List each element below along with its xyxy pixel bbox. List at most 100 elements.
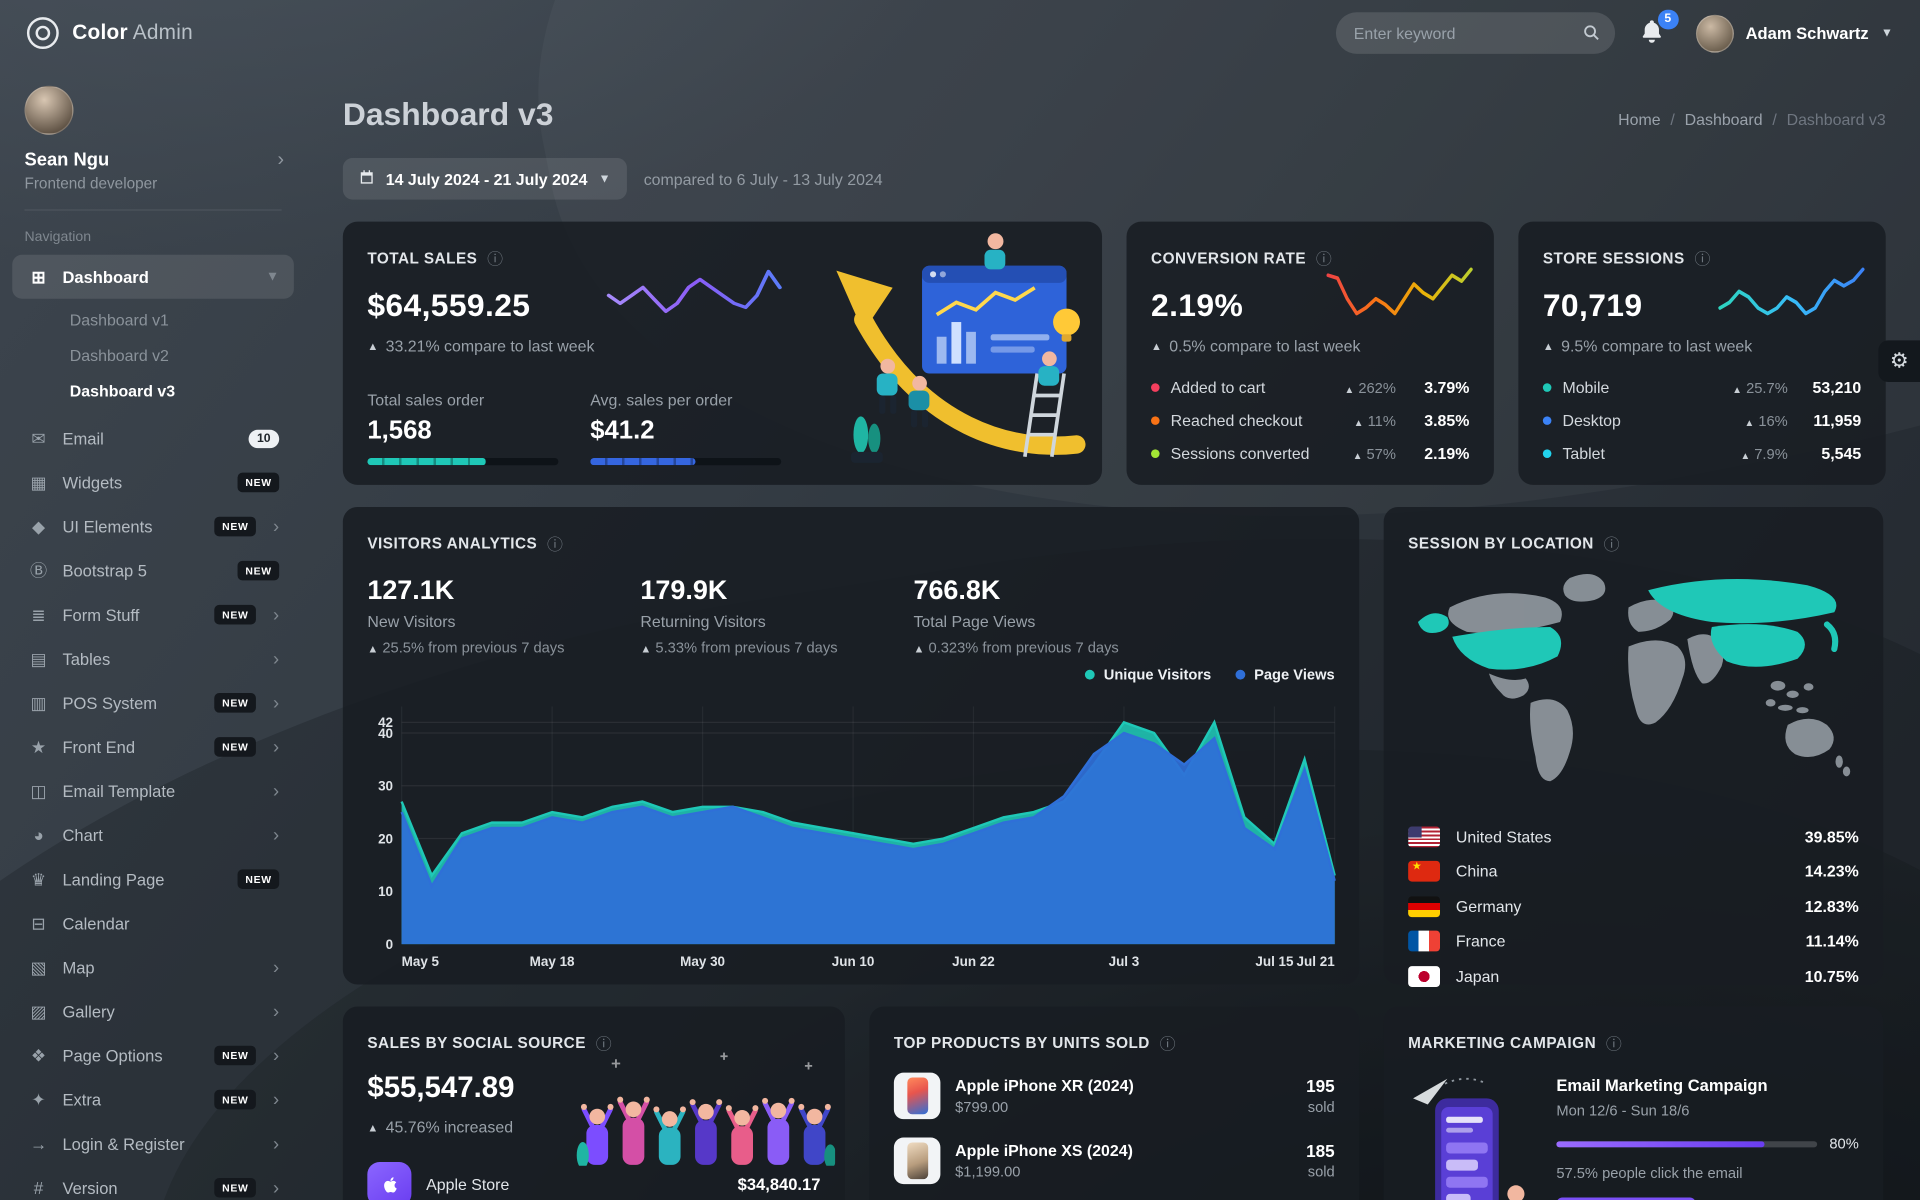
date-range-button[interactable]: 14 July 2024 - 21 July 2024 ▼ xyxy=(342,157,627,200)
chevron-right-icon: › xyxy=(273,736,280,758)
search-input[interactable] xyxy=(1353,23,1571,43)
page-options-icon: ❖ xyxy=(30,1045,47,1065)
up-triangle-icon: ▲ xyxy=(367,1121,379,1134)
sidebar-item-tables[interactable]: ▤ Tables › xyxy=(12,637,294,681)
sidebar-item-widgets[interactable]: ▦ Widgets NEW xyxy=(12,460,294,504)
chevron-right-icon: › xyxy=(273,1089,280,1110)
chevron-right-icon: › xyxy=(273,780,280,802)
social-sales-value: $55,547.89 xyxy=(367,1071,515,1105)
sidebar-item-email[interactable]: ✉ Email 10 xyxy=(12,416,294,460)
breadcrumb-link[interactable]: Home xyxy=(1618,110,1661,129)
up-triangle-icon: ▲ xyxy=(1542,339,1554,353)
chevron-right-icon[interactable]: › xyxy=(277,149,285,171)
sidebar-item-pos-system[interactable]: ▥ POS System NEW › xyxy=(12,681,294,725)
sidebar-item-front-end[interactable]: ★ Front End NEW › xyxy=(12,725,294,769)
svg-text:30: 30 xyxy=(378,779,393,794)
sidebar-item-page-options[interactable]: ❖ Page Options NEW › xyxy=(12,1033,294,1077)
svg-text:May 18: May 18 xyxy=(530,954,575,969)
sidebar-item-version[interactable]: # Version NEW › xyxy=(12,1166,294,1200)
sidebar-item-chart[interactable]: ◕ Chart › xyxy=(12,813,294,857)
card-title-marketing-campaign: MARKETING CAMPAIGN xyxy=(1408,1034,1597,1052)
info-icon[interactable]: ⓘ xyxy=(487,249,504,269)
up-triangle-icon: ▲ xyxy=(367,339,379,353)
sidebar-item-map[interactable]: ▧ Map › xyxy=(12,945,294,989)
sidebar: Sean Ngu Frontend developer › Navigation… xyxy=(0,66,306,1200)
flag-jp-icon xyxy=(1408,965,1440,987)
sidebar-item-email-template[interactable]: ◫ Email Template › xyxy=(12,769,294,813)
card-title-conversion-rate: CONVERSION RATE xyxy=(1151,249,1307,267)
sidebar-item-login-register[interactable]: → Login & Register › xyxy=(12,1122,294,1166)
sidebar-item-form-stuff[interactable]: ≣ Form Stuff NEW › xyxy=(12,593,294,637)
sidebar-item-extra[interactable]: ✦ Extra NEW › xyxy=(12,1078,294,1122)
notifications-button[interactable]: 5 xyxy=(1639,9,1679,49)
breadcrumb-link[interactable]: Dashboard xyxy=(1684,110,1763,129)
stat-value: 179.9K xyxy=(640,574,728,605)
info-icon[interactable]: ⓘ xyxy=(1603,535,1620,554)
sidebar-item-ui-elements[interactable]: ◆ UI Elements NEW › xyxy=(12,504,294,548)
sidebar-item-label: Front End xyxy=(62,737,136,757)
apple-store-icon xyxy=(367,1162,412,1200)
brand-name: Color Admin xyxy=(72,20,193,45)
svg-text:40: 40 xyxy=(378,726,393,741)
sidebar-item-label: Tables xyxy=(62,649,111,668)
country-name: United States xyxy=(1455,827,1552,846)
sidebar-item-label: Page Options xyxy=(62,1046,163,1065)
sidebar-item-gallery[interactable]: ▨ Gallery › xyxy=(12,989,294,1033)
stat-change: ▲ 0.323% from previous 7 days xyxy=(913,639,1119,657)
sidebar-item-dashboard[interactable]: ⊞ Dashboard ▼ xyxy=(12,254,294,299)
user-menu[interactable]: Adam Schwartz ▼ xyxy=(1695,14,1893,53)
sidebar-item-bootstrap-5[interactable]: Ⓑ Bootstrap 5 NEW xyxy=(12,549,294,593)
widgets-icon: ▦ xyxy=(30,472,47,492)
sidebar-profile[interactable]: Sean Ngu Frontend developer › xyxy=(0,85,306,210)
date-range-label: 14 July 2024 - 21 July 2024 xyxy=(385,169,588,188)
card-conversion-rate: CONVERSION RATE ⓘ 2.19% ▲ 0.5% compare to… xyxy=(1126,221,1494,485)
product-price: $1,199.00 xyxy=(955,1163,1021,1181)
new-badge: NEW xyxy=(214,693,256,713)
location-list: United States 39.85% China 14.23% German… xyxy=(1408,819,1859,993)
chevron-right-icon: › xyxy=(273,1133,280,1155)
flag-us-icon xyxy=(1408,826,1440,848)
new-badge: NEW xyxy=(214,604,256,625)
metric-row-added-to-cart: Added to cart ▲ 262% 3.79% xyxy=(1151,371,1469,404)
email-icon: ✉ xyxy=(31,427,46,448)
country-name: Germany xyxy=(1455,897,1522,916)
info-icon[interactable]: ⓘ xyxy=(1605,1034,1622,1054)
legend-dot xyxy=(1542,416,1552,425)
product-row-apple-iphone-xs-2024[interactable]: Apple iPhone XS (2024) $1,199.00 185 sol… xyxy=(893,1137,1335,1185)
metric-label: Added to cart xyxy=(1170,378,1266,397)
info-icon[interactable]: ⓘ xyxy=(595,1034,612,1054)
sidebar-item-label: Form Stuff xyxy=(62,605,140,624)
calendar-icon xyxy=(359,169,375,189)
product-row-apple-iphone-xr-2024[interactable]: Apple iPhone XR (2024) $799.00 195 sold xyxy=(893,1072,1335,1120)
new-badge: NEW xyxy=(214,737,256,757)
sidebar-item-calendar[interactable]: ⊟ Calendar xyxy=(12,901,294,945)
brand-logo[interactable]: Color Admin xyxy=(26,17,306,49)
breadcrumb: Home / Dashboard / Dashboard v3 xyxy=(1618,110,1886,128)
sidebar-item-dashboard-v1[interactable]: Dashboard v1 xyxy=(69,311,169,330)
stat-change: ▲ 5.33% from previous 7 days xyxy=(640,639,838,657)
sidebar-item-landing-page[interactable]: ♛ Landing Page NEW xyxy=(12,857,294,901)
search-icon[interactable] xyxy=(1582,23,1600,47)
info-icon[interactable]: ⓘ xyxy=(1315,249,1332,269)
info-icon[interactable]: ⓘ xyxy=(1159,1034,1176,1054)
view-campaign-button[interactable]: View campaign xyxy=(1556,1197,1697,1200)
info-icon[interactable]: ⓘ xyxy=(1694,249,1711,269)
metric-change: ▲ 25.7% xyxy=(1732,378,1788,397)
info-icon[interactable]: ⓘ xyxy=(547,535,563,554)
growth-illustration xyxy=(784,229,1095,469)
breadcrumb-separator: / xyxy=(1772,110,1777,129)
visitor-stat-returning-visitors: 179.9K Returning Visitors ▲ 5.33% from p… xyxy=(640,574,837,656)
sidebar-item-dashboard-v2[interactable]: Dashboard v2 xyxy=(69,346,169,365)
settings-gear-button[interactable]: ⚙ xyxy=(1878,340,1920,383)
card-sales-by-social-source: SALES BY SOCIAL SOURCE ⓘ $55,547.89 ▲ 45.… xyxy=(342,1006,845,1200)
legend-item-page-views[interactable]: Page Views xyxy=(1235,666,1335,683)
sidebar-item-dashboard-v3[interactable]: Dashboard v3 xyxy=(69,382,176,401)
chevron-right-icon: › xyxy=(273,648,280,670)
legend-item-unique-visitors[interactable]: Unique Visitors xyxy=(1085,666,1211,683)
units-sold-label: sold xyxy=(1307,1163,1335,1181)
legend-dot xyxy=(1151,383,1160,392)
metric-value: 11,959 xyxy=(1813,411,1862,430)
world-map xyxy=(1408,564,1859,811)
progress-bar xyxy=(590,457,782,466)
metric-change: ▲ 16% xyxy=(1744,412,1788,430)
